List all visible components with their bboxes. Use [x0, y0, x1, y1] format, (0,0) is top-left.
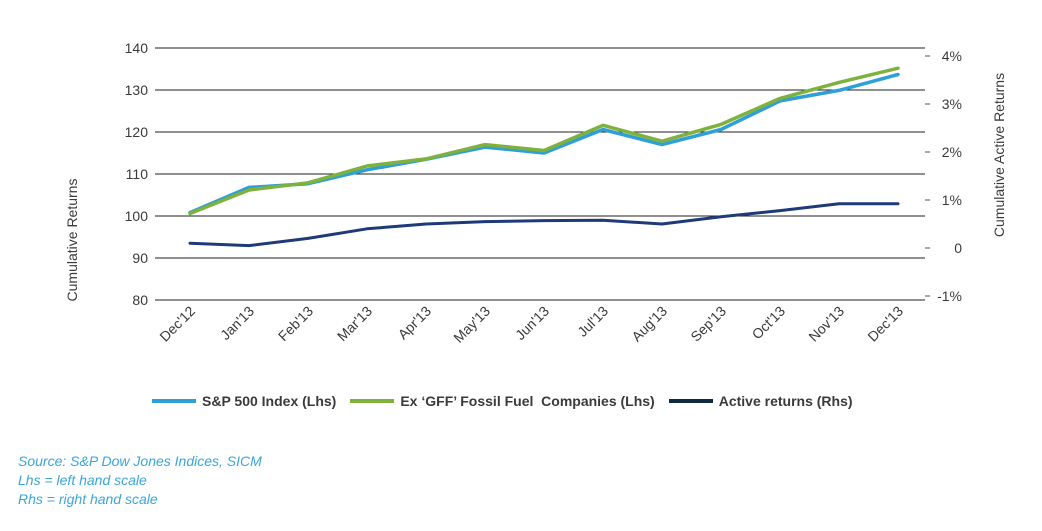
left-tick-label: 100 — [125, 208, 149, 224]
legend-label-active-returns: Active returns (Rhs) — [718, 393, 853, 409]
legend-item-active-returns: Active returns (Rhs) — [668, 393, 853, 409]
series-lines — [188, 66, 900, 248]
right-tick-label: 4% — [942, 48, 962, 64]
x-tick-label: Jan'13 — [217, 303, 257, 343]
right-tick-label: 0 — [954, 240, 962, 256]
x-tick-label: Dec'13 — [864, 303, 906, 345]
left-tick-label: 80 — [132, 292, 148, 308]
footnotes: Source: S&P Dow Jones Indices, SICM Lhs … — [18, 452, 262, 509]
left-axis-ticks: 80 90 100 110 120 130 140 — [125, 40, 149, 308]
legend-swatch-ex-gff — [350, 399, 395, 403]
right-axis-ticks: -1% 0 1% 2% 3% 4% — [925, 48, 962, 304]
legend-label-sp500: S&P 500 Index (Lhs) — [202, 393, 337, 409]
left-tick-label: 130 — [125, 82, 149, 98]
x-tick-label: Dec'12 — [156, 303, 198, 345]
right-tick-label: 3% — [942, 96, 962, 112]
source-note: Source: S&P Dow Jones Indices, SICM — [18, 453, 262, 469]
x-tick-label: Feb'13 — [275, 303, 316, 344]
rhs-note: Rhs = right hand scale — [18, 491, 158, 507]
gridlines — [155, 47, 925, 301]
x-tick-label: Aug'13 — [628, 303, 670, 345]
legend: S&P 500 Index (Lhs) Ex ‘GFF’ Fossil Fuel… — [152, 393, 867, 409]
right-tick-label: -1% — [937, 288, 962, 304]
right-tick-label: 1% — [942, 192, 962, 208]
x-tick-label: Apr'13 — [395, 303, 435, 343]
series-line-ex-gff — [188, 66, 900, 216]
x-tick-label: Jul'13 — [574, 303, 611, 340]
left-tick-label: 120 — [125, 124, 149, 140]
x-tick-label: Sep'13 — [687, 303, 729, 345]
legend-item-sp500: S&P 500 Index (Lhs) — [152, 393, 336, 409]
legend-item-ex-gff: Ex ‘GFF’ Fossil Fuel Companies (Lhs) — [350, 393, 655, 409]
x-tick-label: Nov'13 — [805, 303, 847, 345]
x-tick-label: May'13 — [450, 303, 493, 346]
x-axis-ticks: Dec'12 Jan'13 Feb'13 Mar'13 Apr'13 May'13 Jun'… — [156, 303, 906, 346]
x-tick-label: Jun'13 — [512, 303, 552, 343]
legend-swatch-active-returns — [668, 399, 713, 403]
left-tick-label: 140 — [125, 40, 149, 56]
legend-label-ex-gff: Ex ‘GFF’ Fossil Fuel Companies (Lhs) — [400, 393, 655, 409]
lhs-note: Lhs = left hand scale — [18, 472, 147, 488]
series-line-active-returns — [188, 202, 900, 248]
left-tick-label: 110 — [126, 166, 149, 182]
right-tick-label: 2% — [942, 144, 962, 160]
right-axis-title: Cumulative Active Returns — [991, 73, 1007, 237]
x-tick-label: Mar'13 — [334, 303, 375, 344]
x-tick-label: Oct'13 — [749, 303, 789, 343]
legend-swatch-sp500 — [152, 399, 196, 403]
left-axis-title: Cumulative Returns — [64, 179, 80, 302]
left-tick-label: 90 — [132, 250, 148, 266]
